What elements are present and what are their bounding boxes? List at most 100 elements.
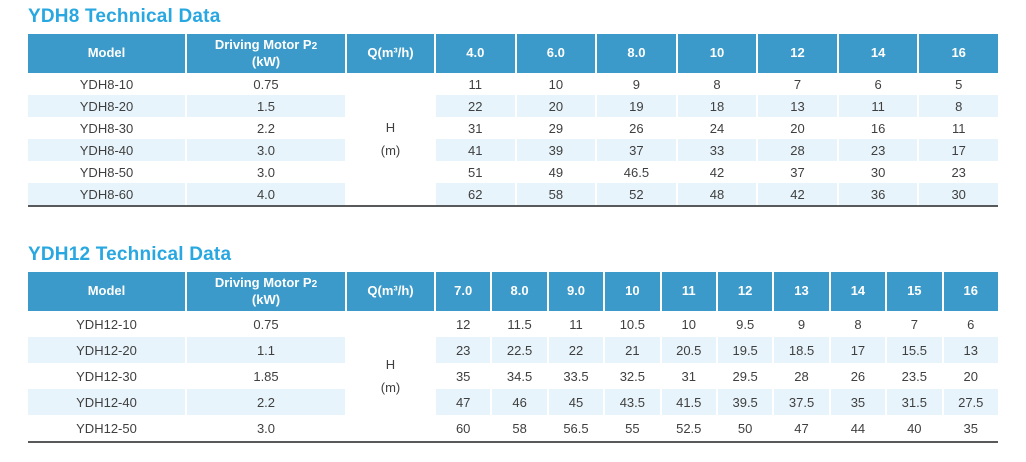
cell-value: 8 <box>828 311 886 337</box>
cell-value: 16 <box>836 117 918 139</box>
cell-value: 19.5 <box>715 337 773 363</box>
col-header-flow: 12 <box>756 34 837 73</box>
cell-head-unit: H (m) <box>345 73 434 205</box>
cell-model: YDH12-30 <box>28 363 185 389</box>
cell-value: 44 <box>828 415 886 441</box>
header-row: Model Driving Motor P2 (kW) Q(m³/h) 7.0 8.0 9.… <box>28 272 998 311</box>
cell-value: 27.5 <box>941 389 998 415</box>
cell-value: 23.5 <box>885 363 942 389</box>
cell-value: 41.5 <box>659 389 716 415</box>
motor-subscript: 2 <box>311 279 318 291</box>
cell-value: 15.5 <box>885 337 942 363</box>
cell-value: 34.5 <box>490 363 547 389</box>
cell-value: 32.5 <box>603 363 660 389</box>
cell-value: 17 <box>917 139 998 161</box>
cell-value: 37 <box>756 161 837 183</box>
cell-motor: 1.85 <box>185 363 345 389</box>
cell-value: 6 <box>941 311 998 337</box>
table-row: YDH12-10 0.75 H (m) 12 11.5 11 10.5 10 9.5 9 8 7 6 <box>28 311 998 441</box>
motor-label: Driving Motor P <box>214 275 312 291</box>
head-unit-symbol: H <box>385 119 396 135</box>
cell-value: 24 <box>675 117 757 139</box>
cell-value: 33 <box>675 139 757 161</box>
col-header-flow: 16 <box>941 272 998 311</box>
page: YDH8 Technical Data Model Driving Motor P… <box>28 6 998 443</box>
cell-value: 9 <box>772 311 829 337</box>
cell-value: 51 <box>434 161 515 183</box>
cell-motor: 2.2 <box>185 117 345 139</box>
cell-model: YDH12-10 <box>28 311 185 337</box>
cell-motor: 3.0 <box>185 415 345 441</box>
cell-value: 23 <box>434 337 491 363</box>
col-header-flow: 6.0 <box>514 34 596 73</box>
ydh12-table: Model Driving Motor P2 (kW) Q(m³/h) 7.0 8.0 9.… <box>28 272 998 443</box>
cell-value: 58 <box>514 183 596 205</box>
cell-value: 8 <box>675 73 757 95</box>
motor-subscript: 2 <box>311 41 318 53</box>
head-unit-measure: (m) <box>380 143 401 158</box>
cell-value: 9.5 <box>715 311 773 337</box>
cell-model: YDH8-40 <box>28 139 185 161</box>
cell-value: 46 <box>490 389 547 415</box>
col-header-flow: 4.0 <box>434 34 515 73</box>
cell-value: 31 <box>434 117 515 139</box>
cell-value: 31 <box>659 363 716 389</box>
cell-value: 35 <box>941 415 998 441</box>
cell-value: 11 <box>836 95 918 117</box>
table-row: YDH12-20 1.1 23 22.5 22 21 20.5 19.5 18.5 17 15.5 1… <box>28 337 998 363</box>
cell-value: 35 <box>434 363 491 389</box>
cell-motor: 1.1 <box>185 337 345 363</box>
cell-motor: 1.5 <box>185 95 345 117</box>
cell-value: 31.5 <box>885 389 942 415</box>
cell-value: 37.5 <box>772 389 829 415</box>
cell-motor: 3.0 <box>185 161 345 183</box>
cell-value: 36 <box>836 183 918 205</box>
cell-value: 56.5 <box>546 415 604 441</box>
cell-value: 22 <box>546 337 604 363</box>
cell-value: 26 <box>595 117 676 139</box>
cell-value: 20 <box>941 363 998 389</box>
cell-value: 40 <box>885 415 942 441</box>
table-row: YDH8-60 4.0 62 58 52 48 42 36 30 <box>28 183 998 205</box>
cell-value: 9 <box>595 73 676 95</box>
ydh8-section: YDH8 Technical Data Model Driving Motor P… <box>28 6 998 207</box>
cell-value: 11 <box>917 117 998 139</box>
header-row: Model Driving Motor P2 (kW) Q(m³/h) 4.0 6.0 8.… <box>28 34 998 73</box>
cell-value: 33.5 <box>546 363 604 389</box>
cell-motor: 3.0 <box>185 139 345 161</box>
cell-head-unit: H (m) <box>345 311 434 441</box>
cell-value: 11.5 <box>490 311 547 337</box>
motor-label: Driving Motor P <box>214 37 312 53</box>
col-header-flow: 10 <box>603 272 660 311</box>
cell-value: 10 <box>514 73 596 95</box>
cell-value: 28 <box>756 139 837 161</box>
cell-value: 52.5 <box>659 415 716 441</box>
cell-value: 37 <box>595 139 676 161</box>
cell-value: 21 <box>603 337 660 363</box>
head-unit-symbol: H <box>385 356 396 372</box>
col-header-q: Q(m³/h) <box>345 34 434 73</box>
col-header-flow: 8.0 <box>595 34 676 73</box>
cell-motor: 4.0 <box>185 183 345 205</box>
cell-value: 39 <box>514 139 596 161</box>
table-row: YDH8-10 0.75 H (m) 11 10 9 8 7 6 5 <box>28 73 998 205</box>
cell-model: YDH8-60 <box>28 183 185 205</box>
cell-value: 23 <box>836 139 918 161</box>
cell-value: 29.5 <box>715 363 773 389</box>
cell-value: 55 <box>603 415 660 441</box>
cell-value: 35 <box>828 389 886 415</box>
col-header-q: Q(m³/h) <box>345 272 434 311</box>
cell-model: YDH8-10 <box>28 73 185 95</box>
table-row: YDH12-50 3.0 60 58 56.5 55 52.5 50 47 44 40 35 <box>28 415 998 441</box>
col-header-flow: 8.0 <box>490 272 547 311</box>
col-header-motor: Driving Motor P2 (kW) <box>185 272 345 311</box>
col-header-flow: 7.0 <box>434 272 491 311</box>
table-row: YDH8-40 3.0 41 39 37 33 28 23 17 <box>28 139 998 161</box>
table-row: YDH8-20 1.5 22 20 19 18 13 11 8 <box>28 95 998 117</box>
ydh12-section: YDH12 Technical Data Model Driving Motor … <box>28 244 998 443</box>
cell-value: 18 <box>675 95 757 117</box>
cell-motor: 0.75 <box>185 311 345 337</box>
cell-value: 7 <box>885 311 942 337</box>
table-row: YDH12-30 1.85 35 34.5 33.5 32.5 31 29.5 28 26 23.5… <box>28 363 998 389</box>
cell-motor: 2.2 <box>185 389 345 415</box>
